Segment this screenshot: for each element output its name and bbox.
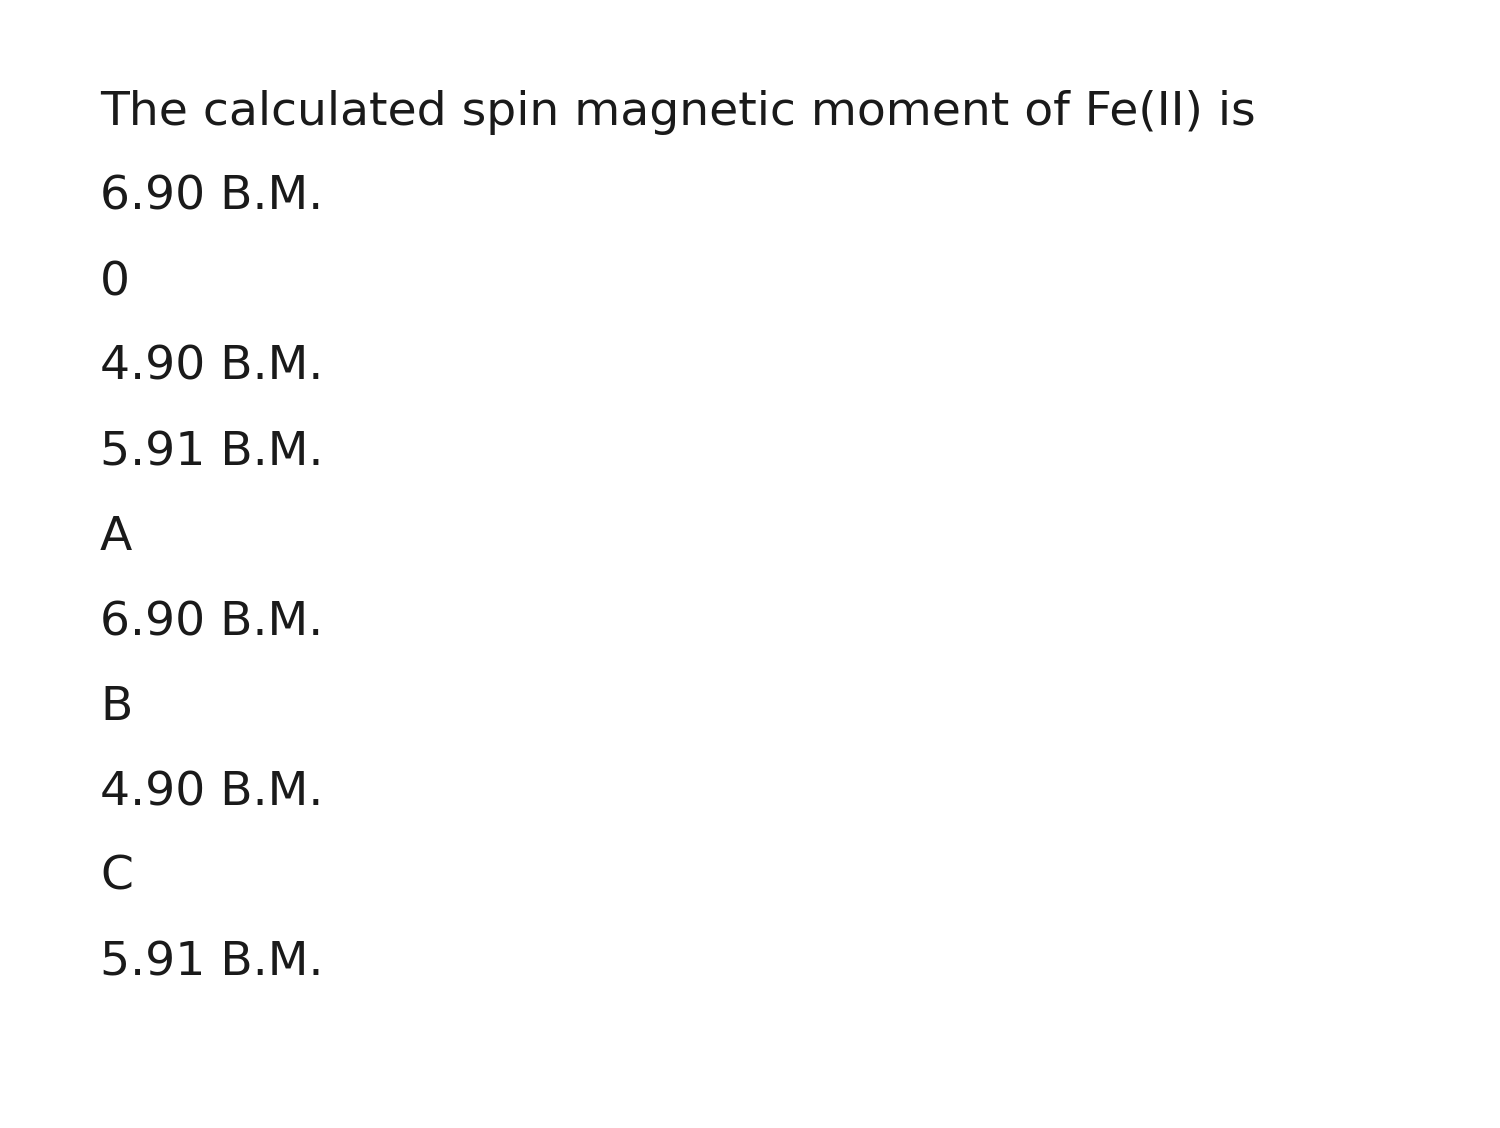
Text: 4.90 B.M.: 4.90 B.M. (100, 345, 324, 390)
Text: 6.90 B.M.: 6.90 B.M. (100, 175, 324, 220)
Text: A: A (100, 515, 132, 559)
Text: 0: 0 (100, 259, 130, 305)
Text: 5.91 B.M.: 5.91 B.M. (100, 430, 324, 475)
Text: The calculated spin magnetic moment of Fe(II) is: The calculated spin magnetic moment of F… (100, 90, 1256, 135)
Text: 4.90 B.M.: 4.90 B.M. (100, 770, 324, 816)
Text: C: C (100, 855, 134, 900)
Text: B: B (100, 685, 132, 730)
Text: 5.91 B.M.: 5.91 B.M. (100, 940, 324, 985)
Text: 6.90 B.M.: 6.90 B.M. (100, 600, 324, 645)
